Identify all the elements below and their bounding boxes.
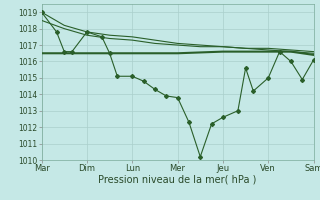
X-axis label: Pression niveau de la mer( hPa ): Pression niveau de la mer( hPa ) xyxy=(99,175,257,185)
